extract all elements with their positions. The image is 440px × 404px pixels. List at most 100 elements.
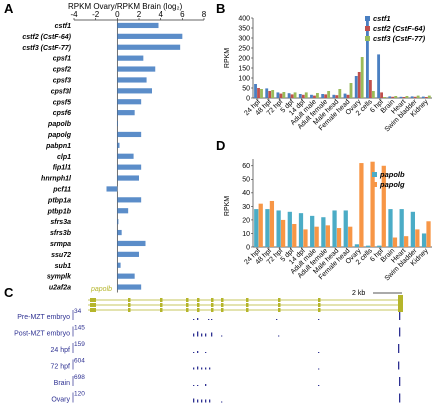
panel-b-bar <box>268 91 272 98</box>
panel-a-axis-title: RPKM Ovary/RPKM Brain (log₂) <box>68 2 183 11</box>
coverage-peak <box>276 319 278 320</box>
coverage-peak <box>205 367 207 370</box>
panel-a-bar <box>117 197 142 203</box>
coverage-peak <box>399 377 401 386</box>
coverage-peak <box>197 366 199 370</box>
exon-block <box>197 303 200 307</box>
panel-b-bar <box>383 97 386 98</box>
panel-d-bar <box>321 217 326 247</box>
panel-d-bar <box>343 210 348 247</box>
panel-a-bar <box>117 229 122 236</box>
panel-a-bar <box>117 110 135 116</box>
exon-block <box>160 303 163 307</box>
track-max-value: 120 <box>74 391 85 398</box>
exon-block <box>160 308 163 312</box>
panel-a-category-label: papolb <box>47 121 72 128</box>
panel-b-letter: B <box>216 1 225 16</box>
exon-block <box>211 298 214 302</box>
panel-b-bar <box>410 96 414 98</box>
panel-a-x-tick-label: 6 <box>180 10 185 19</box>
panel-a-category-label: cstf1 <box>55 23 71 30</box>
panel-a-category-label: ptbp1b <box>47 208 72 215</box>
coverage-peak <box>205 352 207 353</box>
panel-b-bar <box>293 92 297 98</box>
track-max-value: 145 <box>74 325 85 332</box>
panel-a-x-tick-label: 8 <box>202 10 207 19</box>
panel-b-bar <box>287 93 291 98</box>
exon-block <box>318 298 321 302</box>
panel-a-category-label: pabpn1 <box>45 143 71 150</box>
panel-b-legend-swatch <box>365 36 370 41</box>
exon-block <box>221 308 224 312</box>
panel-b-bar <box>377 54 381 98</box>
panel-b-bar <box>402 97 406 98</box>
coverage-peak <box>318 319 320 320</box>
panel-a-bar <box>117 22 159 29</box>
panel-d-y-tick-label: 0 <box>246 244 250 251</box>
exon-block <box>90 303 96 307</box>
panel-d-bar <box>265 209 270 247</box>
track-label: Ovary <box>51 397 70 404</box>
panel-a-bar <box>117 77 147 83</box>
panel-b-bar <box>301 94 305 98</box>
panel-b-y-tick-label: 150 <box>238 65 250 72</box>
panel-a-bar <box>106 186 118 192</box>
panel-d-bar <box>287 211 292 247</box>
coverage-peak <box>211 332 213 337</box>
coverage-peak <box>201 399 203 403</box>
panel-b-bar <box>357 72 361 98</box>
exon-block <box>128 308 131 312</box>
panel-c-letter: C <box>4 285 14 300</box>
panel-a-axis: -4 -2 0 2 4 6 8 <box>70 10 207 293</box>
panel-b-bar <box>335 95 339 98</box>
panel-d-bar <box>254 209 259 247</box>
panel-a-bar <box>117 99 142 105</box>
coverage-peak <box>318 352 320 353</box>
panel-a-category-label: cpsf6 <box>53 110 71 117</box>
panel-a-bar <box>117 120 118 127</box>
panel-b-y-tick-label: 250 <box>238 45 250 52</box>
panel-b-ylabel: RPKM <box>224 48 231 68</box>
exon-block <box>90 298 96 302</box>
panel-b-legend-label: cstf3 (CstF-77) <box>373 34 426 43</box>
panel-d-bar <box>381 165 386 247</box>
panel-d-bar <box>292 223 297 247</box>
panel-d-y-tick-label: 10 <box>242 231 250 238</box>
track-max-value: 34 <box>74 308 82 315</box>
coverage-peak <box>205 399 207 403</box>
panel-b-y-tick-label: 0 <box>246 95 250 102</box>
panel-b-bar <box>260 89 263 98</box>
panel-a-category-label: symplk <box>47 274 72 281</box>
panel-d-y-tick-label: 20 <box>242 217 250 224</box>
coverage-peak <box>221 335 223 337</box>
panel-a-category-label: cstf2 (CstF-64) <box>22 34 71 41</box>
panel-b-bar <box>321 94 325 98</box>
panel-d-bar <box>392 237 398 247</box>
coverage-peak <box>398 361 400 370</box>
panel-b-legend-swatch <box>365 16 370 21</box>
exon-block <box>246 298 249 302</box>
track-label: 24 hpf <box>51 347 71 354</box>
panel-a-category-label: sfrs3b <box>50 230 72 237</box>
panel-d-y-tick-label: 60 <box>242 163 250 170</box>
panel-d-bar <box>359 163 364 247</box>
panel-a-category-label: cpsf5 <box>53 99 71 106</box>
exon-block <box>128 298 131 302</box>
panel-a-category-label: cpsf3 <box>53 77 71 84</box>
exon-block <box>278 308 281 312</box>
coverage-peak <box>193 319 195 320</box>
track-max-value: 159 <box>74 341 85 348</box>
panel-a-x-tick-label: -2 <box>92 10 100 19</box>
exon-block <box>211 303 214 307</box>
panel-b-bar <box>349 83 353 98</box>
panel-b-bar <box>276 92 280 98</box>
panel-d-bar <box>258 203 263 247</box>
scale-bar-label: 2 kb <box>352 290 365 297</box>
exon-block <box>278 303 281 307</box>
panel-b-bar <box>327 91 331 98</box>
panel-a-bar <box>117 251 139 257</box>
exon-block <box>160 298 163 302</box>
